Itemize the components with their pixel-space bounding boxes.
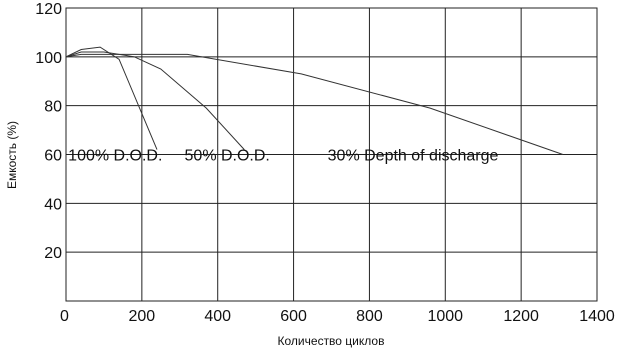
- y-tick-label: 100: [35, 50, 62, 67]
- y-tick-label: 120: [35, 1, 62, 18]
- series-label-1: 100% D.O.D.: [68, 148, 162, 165]
- series-line-3: [65, 53, 564, 155]
- x-tick-label: 600: [280, 308, 307, 325]
- series-line-1: [65, 46, 158, 150]
- y-tick-label: 80: [44, 99, 62, 116]
- series-labels: 100% D.O.D. 50% D.O.D. 30% Depth of discha…: [68, 148, 498, 165]
- x-tick-label: 400: [204, 308, 231, 325]
- plot-frame: [65, 7, 598, 302]
- tick-labels: 0 200 400 600 800 1000 1200 1400 20 40 60 80 100 120: [35, 1, 615, 325]
- series-label-2: 50% D.O.D.: [185, 148, 270, 165]
- x-tick-label: 200: [129, 308, 156, 325]
- y-tick-label: 20: [44, 245, 62, 262]
- x-tick-label: 1200: [503, 308, 539, 325]
- series-line-2: [65, 51, 245, 150]
- x-tick-label: 1000: [427, 308, 463, 325]
- y-tick-label: 40: [44, 196, 62, 213]
- x-tick-label: 0: [60, 308, 69, 325]
- series-label-3: 30% Depth of discharge: [328, 148, 499, 165]
- y-tick-label: 60: [44, 148, 62, 165]
- y-axis-label: Емкость (%): [5, 121, 19, 189]
- x-axis-label: Количество циклов: [278, 334, 385, 348]
- grid: [66, 8, 597, 301]
- x-tick-label: 1400: [579, 308, 615, 325]
- series-lines: [65, 46, 564, 155]
- x-tick-label: 800: [356, 308, 383, 325]
